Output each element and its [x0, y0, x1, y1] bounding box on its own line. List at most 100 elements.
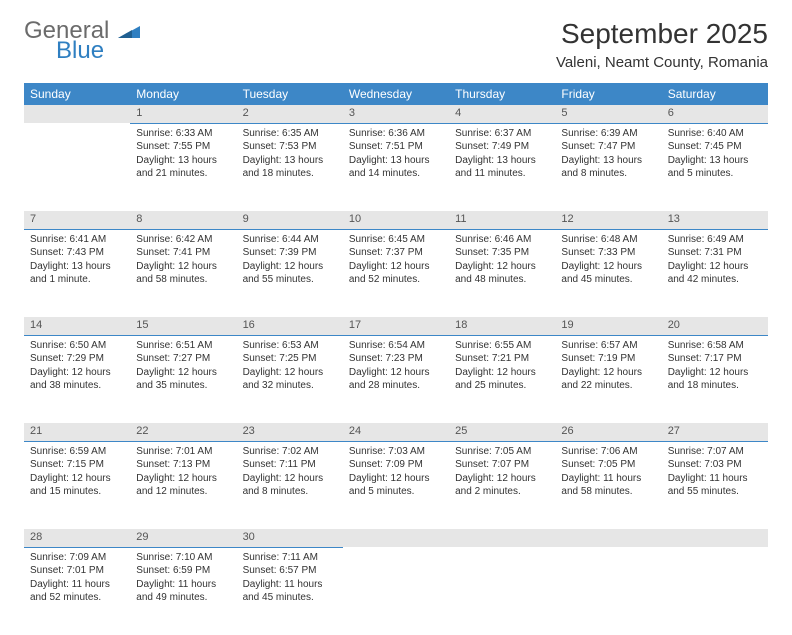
sunset-line: Sunset: 7:05 PM: [561, 459, 635, 470]
sunrise-line: Sunrise: 6:54 AM: [349, 340, 425, 351]
daylight-line: Daylight: 12 hours and 22 minutes.: [561, 367, 642, 392]
sunset-line: Sunset: 7:01 PM: [30, 565, 104, 576]
day-content-cell: Sunrise: 6:57 AMSunset: 7:19 PMDaylight:…: [555, 335, 661, 423]
logo-triangle-icon: [118, 22, 140, 43]
daynum-row: 78910111213: [24, 211, 768, 229]
sunset-line: Sunset: 7:35 PM: [455, 247, 529, 258]
sunset-line: Sunset: 7:31 PM: [668, 247, 742, 258]
day-content-cell: Sunrise: 6:54 AMSunset: 7:23 PMDaylight:…: [343, 335, 449, 423]
daynum-row: 21222324252627: [24, 423, 768, 441]
daylight-line: Daylight: 13 hours and 18 minutes.: [243, 155, 324, 180]
sunrise-line: Sunrise: 7:02 AM: [243, 446, 319, 457]
day-content-cell: Sunrise: 6:41 AMSunset: 7:43 PMDaylight:…: [24, 229, 130, 317]
day-content-cell: Sunrise: 6:44 AMSunset: 7:39 PMDaylight:…: [237, 229, 343, 317]
logo: General Blue: [24, 18, 140, 63]
day-content-cell: Sunrise: 7:10 AMSunset: 6:59 PMDaylight:…: [130, 547, 236, 635]
content-row: Sunrise: 6:33 AMSunset: 7:55 PMDaylight:…: [24, 123, 768, 211]
sunrise-line: Sunrise: 6:46 AM: [455, 234, 531, 245]
daylight-line: Daylight: 13 hours and 1 minute.: [30, 261, 111, 286]
daylight-line: Daylight: 13 hours and 14 minutes.: [349, 155, 430, 180]
sunrise-line: Sunrise: 7:10 AM: [136, 552, 212, 563]
daylight-line: Daylight: 12 hours and 48 minutes.: [455, 261, 536, 286]
sunset-line: Sunset: 7:11 PM: [243, 459, 316, 470]
sunrise-line: Sunrise: 6:49 AM: [668, 234, 744, 245]
sunrise-line: Sunrise: 6:51 AM: [136, 340, 212, 351]
day-content-cell: Sunrise: 7:11 AM Sunset: 6:57 PM Daylight:…: [237, 547, 343, 635]
sunrise-line: Sunrise: 6:37 AM: [455, 128, 531, 139]
day-number-cell: 25: [449, 423, 555, 441]
sunrise-line: Sunrise: 7:09 AM: [30, 552, 106, 563]
sunrise-line: Sunrise: 6:35 AM: [243, 128, 319, 139]
day-number-cell: 21: [24, 423, 130, 441]
day-content-cell: Sunrise: 7:01 AMSunset: 7:13 PMDaylight:…: [130, 441, 236, 529]
day-number-cell: 8: [130, 211, 236, 229]
day-content-cell: Sunrise: 7:06 AMSunset: 7:05 PMDaylight:…: [555, 441, 661, 529]
weekday-header: Wednesday: [343, 83, 449, 105]
daylight-line: Daylight: 12 hours and 55 minutes.: [243, 261, 324, 286]
day-number-cell: 15: [130, 317, 236, 335]
daylight-line: Daylight: 13 hours and 11 minutes.: [455, 155, 536, 180]
day-number-cell: [343, 529, 449, 547]
day-content-cell: [449, 547, 555, 635]
day-content-cell: [24, 123, 130, 211]
sunset-line: Sunset: 6:57 PM: [243, 565, 317, 576]
title-block: September 2025 Valeni, Neamt County, Rom…: [556, 18, 768, 71]
sunrise-line: Sunrise: 7:07 AM: [668, 446, 744, 457]
sunset-line: Sunset: 7:15 PM: [30, 459, 104, 470]
daylight-line: Daylight: 13 hours and 8 minutes.: [561, 155, 642, 180]
daylight-line: Daylight: 12 hours and 32 minutes.: [243, 367, 324, 392]
sunset-line: Sunset: 7:43 PM: [30, 247, 104, 258]
day-number-cell: 13: [662, 211, 768, 229]
daylight-line: Daylight: 12 hours and 12 minutes.: [136, 473, 217, 498]
daynum-row: 282930: [24, 529, 768, 547]
day-content-cell: Sunrise: 6:58 AM Sunset: 7:17 PM Daylight:…: [662, 335, 768, 423]
sunset-line: Sunset: 7:23 PM: [349, 353, 423, 364]
day-content-cell: Sunrise: 6:45 AMSunset: 7:37 PMDaylight:…: [343, 229, 449, 317]
day-content-cell: Sunrise: 6:36 AMSunset: 7:51 PMDaylight:…: [343, 123, 449, 211]
day-number-cell: [449, 529, 555, 547]
sunrise-line: Sunrise: 7:11 AM: [243, 552, 318, 563]
day-number-cell: 24: [343, 423, 449, 441]
sunrise-line: Sunrise: 6:58 AM: [668, 340, 744, 351]
day-content-cell: Sunrise: 6:46 AM Sunset: 7:35 PM Daylight:…: [449, 229, 555, 317]
sunrise-line: Sunrise: 6:33 AM: [136, 128, 212, 139]
day-number-cell: 9: [237, 211, 343, 229]
sunrise-line: Sunrise: 6:40 AM: [668, 128, 744, 139]
day-number-cell: [555, 529, 661, 547]
sunset-line: Sunset: 7:47 PM: [561, 141, 635, 152]
daylight-line: Daylight: 13 hours and 5 minutes.: [668, 155, 749, 180]
day-number-cell: [662, 529, 768, 547]
daylight-line: Daylight: 12 hours and 25 minutes.: [455, 367, 536, 392]
day-number-cell: 28: [24, 529, 130, 547]
day-content-cell: Sunrise: 7:03 AMSunset: 7:09 PMDaylight:…: [343, 441, 449, 529]
sunrise-line: Sunrise: 7:06 AM: [561, 446, 637, 457]
sunrise-line: Sunrise: 7:05 AM: [455, 446, 531, 457]
calendar-table: SundayMondayTuesdayWednesdayThursdayFrid…: [24, 83, 768, 635]
sunrise-line: Sunrise: 6:53 AM: [243, 340, 319, 351]
content-row: Sunrise: 6:50 AMSunset: 7:29 PMDaylight:…: [24, 335, 768, 423]
daylight-line: Daylight: 11 hours and 49 minutes.: [136, 579, 216, 604]
sunset-line: Sunset: 7:13 PM: [136, 459, 210, 470]
day-content-cell: Sunrise: 6:50 AMSunset: 7:29 PMDaylight:…: [24, 335, 130, 423]
weekday-header: Tuesday: [237, 83, 343, 105]
day-content-cell: Sunrise: 6:48 AMSunset: 7:33 PMDaylight:…: [555, 229, 661, 317]
daylight-line: Daylight: 12 hours and 42 minutes.: [668, 261, 749, 286]
day-content-cell: Sunrise: 7:05 AMSunset: 7:07 PMDaylight:…: [449, 441, 555, 529]
day-content-cell: Sunrise: 6:33 AMSunset: 7:55 PMDaylight:…: [130, 123, 236, 211]
daylight-line: Daylight: 12 hours and 8 minutes.: [243, 473, 324, 498]
day-content-cell: Sunrise: 7:07 AMSunset: 7:03 PMDaylight:…: [662, 441, 768, 529]
day-number-cell: 6: [662, 105, 768, 123]
day-number-cell: 20: [662, 317, 768, 335]
daylight-line: Daylight: 12 hours and 18 minutes.: [668, 367, 749, 392]
sunset-line: Sunset: 7:07 PM: [455, 459, 529, 470]
day-number-cell: 23: [237, 423, 343, 441]
sunrise-line: Sunrise: 6:50 AM: [30, 340, 106, 351]
day-number-cell: [24, 105, 130, 123]
daylight-line: Daylight: 11 hours and 45 minutes.: [243, 579, 323, 604]
sunset-line: Sunset: 7:41 PM: [136, 247, 210, 258]
sunrise-line: Sunrise: 6:59 AM: [30, 446, 106, 457]
day-content-cell: [662, 547, 768, 635]
sunset-line: Sunset: 7:17 PM: [668, 353, 742, 364]
day-content-cell: [555, 547, 661, 635]
weekday-header: Saturday: [662, 83, 768, 105]
